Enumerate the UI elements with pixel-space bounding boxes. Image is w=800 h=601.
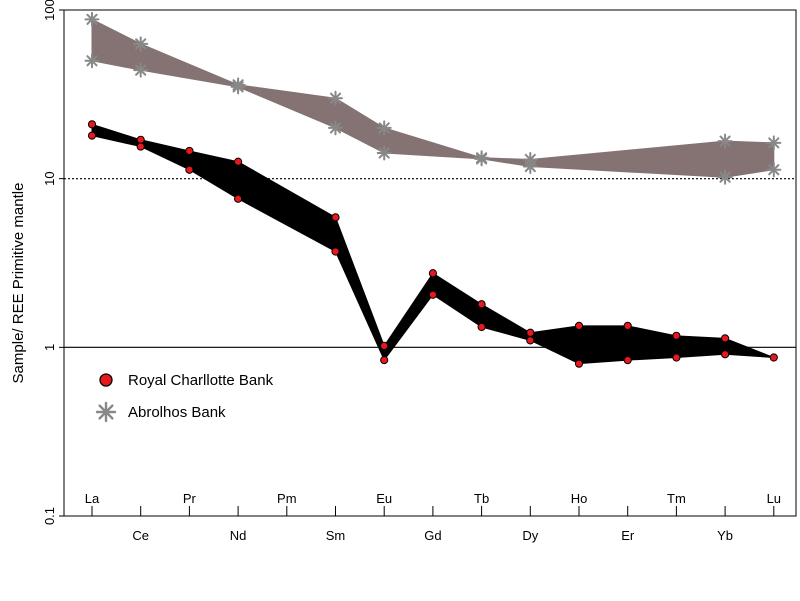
legend: Royal Charllotte Bank Abrolhos Bank [95, 372, 274, 423]
data-point-dy [522, 159, 538, 175]
x-tick-label: Dy [522, 528, 538, 543]
data-point-pr [185, 165, 194, 174]
x-axis: La Ce Pr Nd Pm Sm Eu Gd Tb Dy Ho Er Tm Yb Lu [85, 491, 781, 543]
data-point-er [623, 356, 632, 365]
data-point-la [84, 53, 100, 69]
x-tick-label: Tm [667, 491, 686, 506]
data-point-la [87, 120, 97, 129]
x-tick-label: Pr [183, 491, 197, 506]
data-point-eu [376, 120, 392, 136]
data-point-tm [672, 331, 681, 340]
data-point-la [87, 131, 97, 140]
x-tick-label: Ce [132, 528, 149, 543]
data-point-pr [185, 146, 194, 156]
data-point-nd [234, 194, 243, 203]
legend-label: Royal Charllotte Bank [128, 372, 274, 389]
data-point-dy [526, 328, 535, 337]
x-tick-label: Er [621, 528, 635, 543]
x-tick-label: Gd [424, 528, 441, 543]
x-tick-label: Eu [376, 491, 392, 506]
x-tick-label: La [85, 491, 100, 506]
data-point-tm [672, 353, 681, 362]
data-point-yb [721, 350, 730, 359]
x-tick-label: Pm [277, 491, 297, 506]
y-tick-label: 10 [42, 171, 57, 185]
data-point-sm [331, 247, 340, 256]
data-point-ho [574, 359, 584, 368]
legend-marker-circle [99, 373, 113, 387]
y-tick-label: 1 [42, 344, 57, 351]
data-point-eu [376, 145, 392, 161]
y-tick-label: 100 [42, 0, 57, 21]
data-point-nd [230, 79, 246, 95]
data-point-ce [136, 135, 145, 144]
data-point-la [84, 11, 100, 27]
data-point-sm [328, 120, 343, 136]
data-point-dy [526, 336, 535, 345]
y-axis-label: Sample/ REE Primitive mantle [10, 183, 27, 384]
data-point-yb [721, 334, 730, 343]
data-point-yb [717, 169, 733, 185]
series-markers [84, 11, 782, 368]
legend-label: Abrolhos Bank [128, 404, 226, 421]
data-point-tb [477, 300, 486, 309]
x-tick-label: Tb [474, 491, 489, 506]
x-tick-label: Lu [767, 491, 781, 506]
data-point-eu [380, 341, 389, 350]
data-point-tb [474, 151, 490, 167]
plot-frame [63, 9, 797, 517]
x-tick-label: Nd [230, 528, 247, 543]
data-point-ce [133, 36, 149, 52]
legend-marker-asterisk [95, 401, 117, 423]
x-tick-label: Sm [326, 528, 346, 543]
data-point-er [623, 321, 632, 330]
data-point-yb [717, 133, 733, 149]
data-point-sm [328, 90, 343, 106]
data-point-sm [331, 213, 340, 222]
data-point-ho [574, 321, 584, 330]
data-point-gd [428, 290, 437, 299]
x-tick-label: Yb [717, 528, 733, 543]
data-point-nd [234, 157, 243, 166]
y-tick-label: 0.1 [42, 507, 57, 525]
data-point-ce [136, 142, 145, 151]
data-point-lu [769, 353, 778, 362]
series-bands [91, 18, 775, 365]
band-royal-charllotte-bank [91, 123, 775, 365]
data-point-eu [380, 356, 389, 365]
reference-lines [64, 178, 796, 348]
data-point-gd [428, 269, 437, 278]
x-tick-label: Ho [571, 491, 588, 506]
data-point-ce [133, 62, 149, 78]
data-point-tb [477, 322, 486, 332]
data-point-lu [766, 162, 782, 178]
y-axis: 0.1 1 10 100 [42, 0, 64, 525]
data-point-lu [766, 135, 782, 151]
